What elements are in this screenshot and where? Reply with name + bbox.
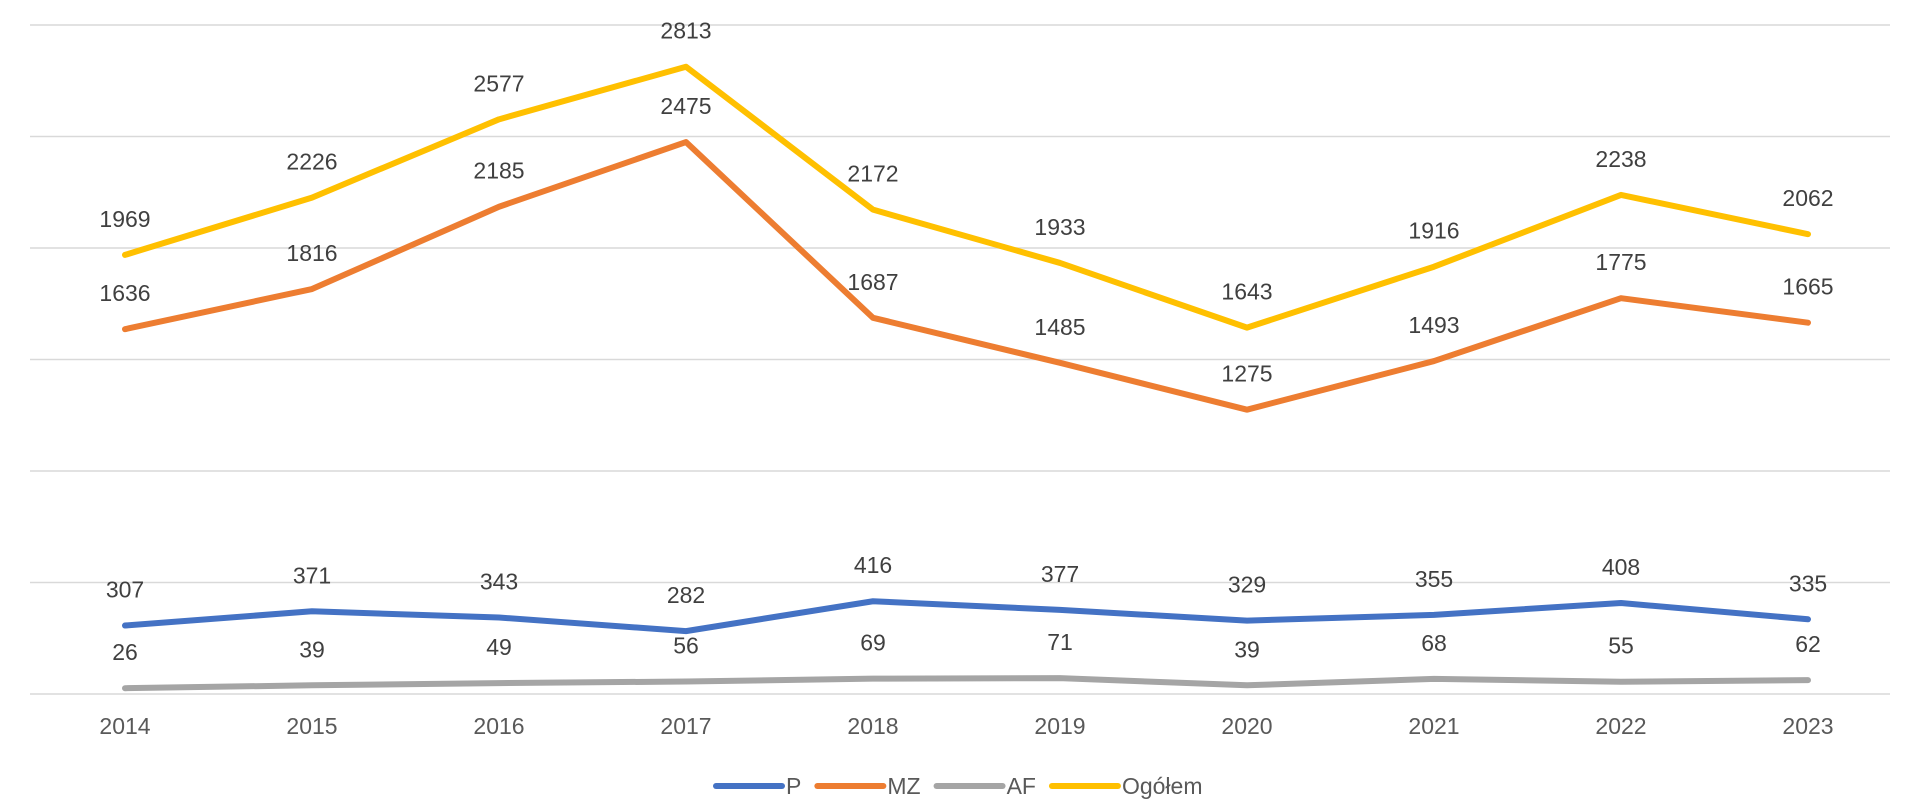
data-label-p-2019: 377 — [1041, 561, 1079, 587]
data-label-ogółem-2016: 2577 — [473, 70, 524, 96]
data-label-af-2015: 39 — [299, 636, 325, 662]
data-label-af-2019: 71 — [1047, 629, 1073, 655]
data-label-mz-2015: 1816 — [286, 240, 337, 266]
data-label-ogółem-2015: 2226 — [286, 149, 337, 175]
data-label-af-2022: 55 — [1608, 633, 1634, 659]
series-line-af — [122, 675, 1811, 692]
data-label-p-2022: 408 — [1602, 554, 1640, 580]
x-tick-label-2016: 2016 — [473, 713, 524, 739]
series-line-ogółem — [122, 63, 1811, 331]
x-tick-label-2014: 2014 — [99, 713, 150, 739]
legend-label-mz: MZ — [887, 773, 920, 799]
data-label-mz-2016: 2185 — [473, 158, 524, 184]
legend-label-ogółem: Ogółem — [1122, 773, 1203, 799]
data-label-af-2017: 56 — [673, 633, 699, 659]
x-tick-label-2015: 2015 — [286, 713, 337, 739]
x-axis: 2014 2015 2016 2017 2018 2019 2020 2021 2022 2023 — [99, 713, 1833, 739]
data-label-p-2014: 307 — [106, 577, 144, 603]
data-label-p-2021: 355 — [1415, 566, 1453, 592]
data-label-ogółem-2022: 2238 — [1595, 146, 1646, 172]
data-label-ogółem-2023: 2062 — [1782, 185, 1833, 211]
data-label-af-2023: 62 — [1795, 631, 1821, 657]
x-tick-label-2017: 2017 — [660, 713, 711, 739]
x-tick-label-2018: 2018 — [847, 713, 898, 739]
x-tick-label-2021: 2021 — [1408, 713, 1459, 739]
series-line-p — [122, 598, 1811, 635]
data-label-mz-2017: 2475 — [660, 93, 711, 119]
data-label-ogółem-2014: 1969 — [99, 206, 150, 232]
x-tick-label-2019: 2019 — [1034, 713, 1085, 739]
data-label-ogółem-2019: 1933 — [1034, 214, 1085, 240]
series-line-mz — [122, 139, 1811, 413]
data-label-p-2017: 282 — [667, 582, 705, 608]
data-label-ogółem-2021: 1916 — [1408, 218, 1459, 244]
legend-label-p: P — [786, 773, 801, 799]
data-label-ogółem-2017: 2813 — [660, 18, 711, 44]
data-label-p-2023: 335 — [1789, 570, 1827, 596]
data-label-p-2016: 343 — [480, 569, 518, 595]
x-tick-label-2020: 2020 — [1221, 713, 1272, 739]
data-label-af-2014: 26 — [112, 639, 138, 665]
data-label-ogółem-2020: 1643 — [1221, 279, 1272, 305]
data-label-af-2018: 69 — [860, 630, 886, 656]
data-label-p-2015: 371 — [293, 562, 331, 588]
data-label-p-2020: 329 — [1228, 572, 1266, 598]
x-tick-label-2023: 2023 — [1782, 713, 1833, 739]
data-label-ogółem-2018: 2172 — [847, 161, 898, 187]
data-label-mz-2023: 1665 — [1782, 274, 1833, 300]
data-label-mz-2014: 1636 — [99, 280, 150, 306]
data-label-p-2018: 416 — [854, 552, 892, 578]
data-label-mz-2019: 1485 — [1034, 314, 1085, 340]
legend: P MZ AF Ogółem — [713, 773, 1203, 799]
data-label-af-2016: 49 — [486, 634, 512, 660]
data-label-mz-2020: 1275 — [1221, 361, 1272, 387]
data-label-mz-2018: 1687 — [847, 269, 898, 295]
data-label-mz-2022: 1775 — [1595, 249, 1646, 275]
series-lines — [122, 63, 1811, 692]
data-label-af-2020: 39 — [1234, 636, 1260, 662]
legend-label-af: AF — [1007, 773, 1036, 799]
data-label-af-2021: 68 — [1421, 630, 1447, 656]
data-labels: 307 371 343 282 416 377 329 355 408 335 1636 1816 21… — [99, 18, 1833, 666]
gridlines — [30, 24, 1890, 695]
data-label-mz-2021: 1493 — [1408, 312, 1459, 338]
x-tick-label-2022: 2022 — [1595, 713, 1646, 739]
